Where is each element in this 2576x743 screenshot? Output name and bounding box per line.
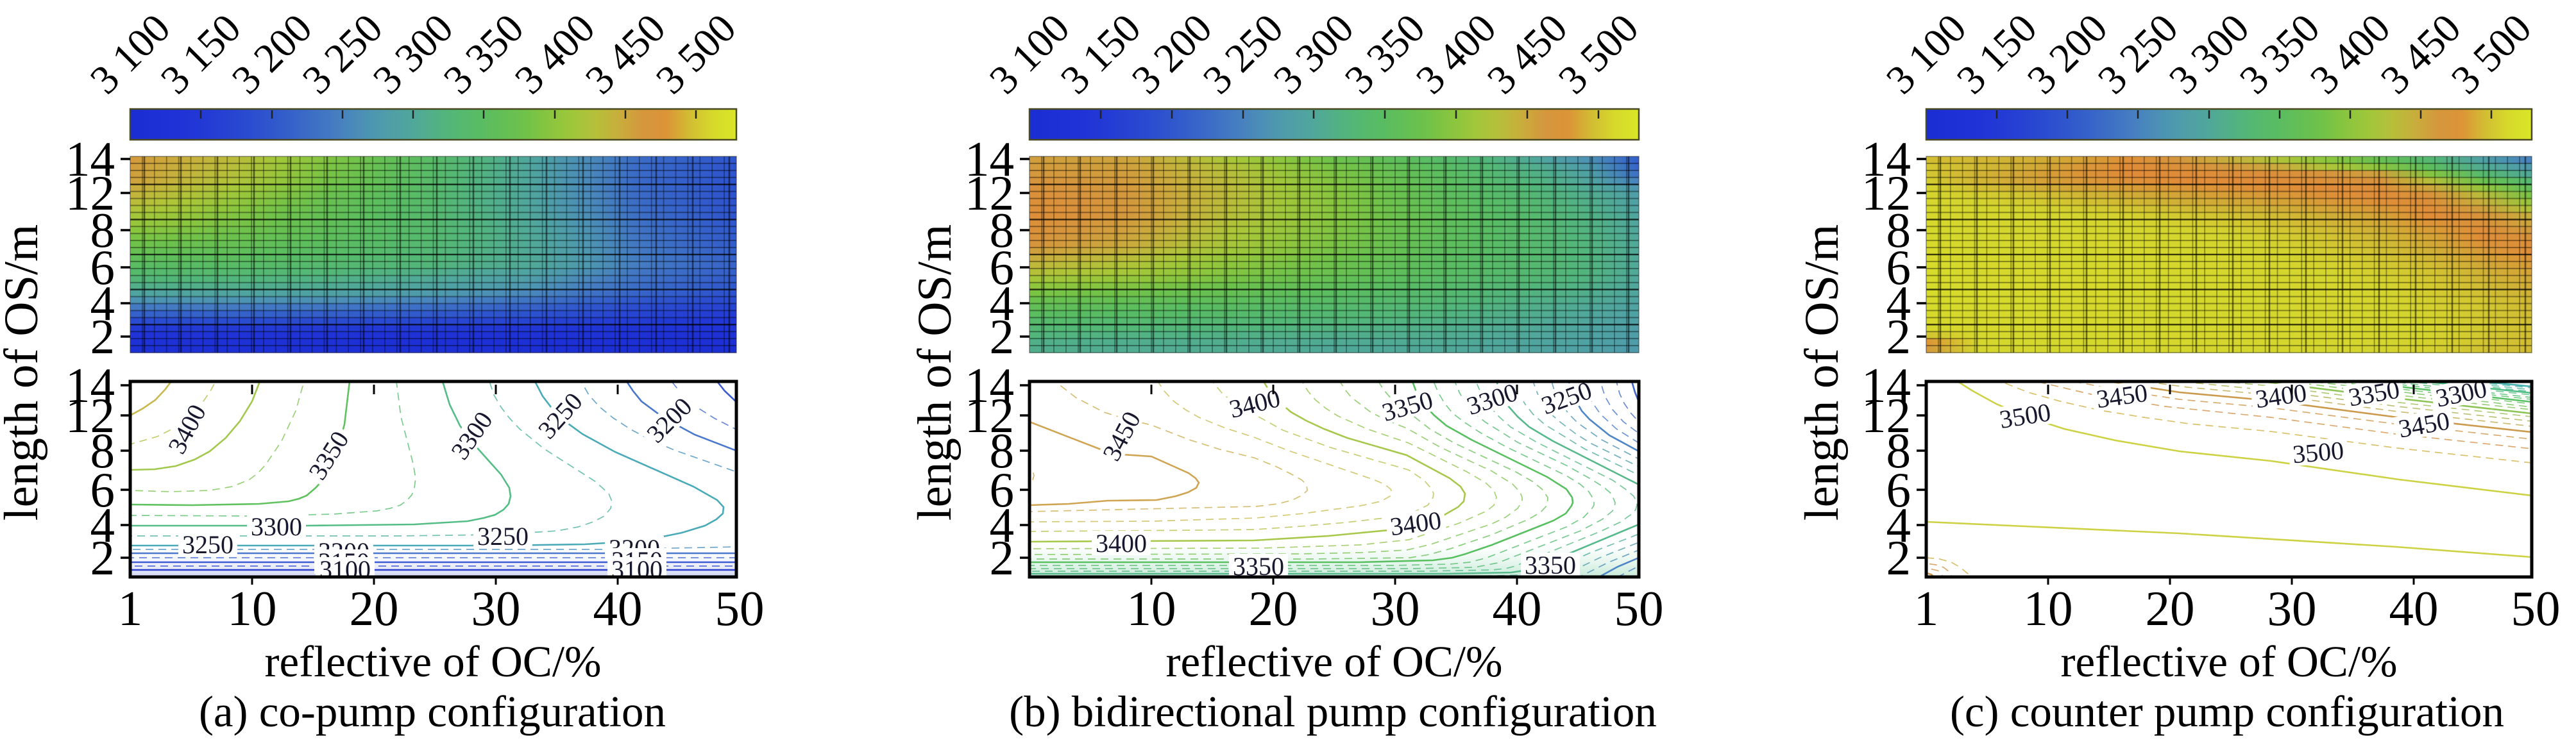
svg-text:30: 30: [1371, 581, 1420, 636]
svg-text:30: 30: [471, 581, 521, 636]
svg-text:6: 6: [1886, 462, 1911, 517]
svg-text:1: 1: [1914, 581, 1939, 636]
svg-text:8: 8: [1886, 423, 1911, 478]
svg-text:4: 4: [90, 497, 115, 553]
svg-text:3400: 3400: [2253, 378, 2308, 414]
svg-text:8: 8: [90, 203, 115, 258]
svg-text:3450: 3450: [2094, 378, 2149, 414]
svg-text:3250: 3250: [182, 530, 233, 559]
svg-text:3500: 3500: [2291, 436, 2345, 469]
svg-text:length of OS/m: length of OS/m: [908, 224, 962, 521]
svg-text:14: 14: [965, 358, 1014, 413]
svg-text:6: 6: [1886, 240, 1911, 295]
svg-text:4: 4: [1886, 276, 1911, 331]
svg-text:(c) counter pump configuration: (c) counter pump configuration: [1950, 687, 2504, 736]
svg-text:12: 12: [965, 388, 1014, 443]
svg-text:4: 4: [1886, 497, 1911, 553]
svg-text:2: 2: [90, 309, 115, 364]
svg-text:14: 14: [65, 131, 115, 187]
svg-text:20: 20: [1249, 581, 1298, 636]
svg-text:4: 4: [990, 276, 1015, 331]
svg-text:length of OS/m: length of OS/m: [1795, 224, 1849, 521]
svg-text:6: 6: [990, 462, 1015, 517]
svg-text:3100: 3100: [319, 555, 371, 584]
svg-text:8: 8: [990, 423, 1015, 478]
svg-text:8: 8: [990, 203, 1015, 258]
svg-text:3400: 3400: [1096, 529, 1147, 558]
svg-text:2: 2: [1886, 530, 1911, 585]
svg-text:40: 40: [2389, 581, 2439, 636]
svg-text:reflective of OC/%: reflective of OC/%: [265, 637, 602, 686]
svg-text:3100: 3100: [611, 555, 663, 584]
svg-text:40: 40: [1493, 581, 1542, 636]
svg-text:30: 30: [2267, 581, 2317, 636]
svg-text:2: 2: [1886, 309, 1911, 364]
svg-text:12: 12: [65, 165, 115, 221]
svg-text:10: 10: [2024, 581, 2073, 636]
svg-text:6: 6: [990, 240, 1015, 295]
svg-text:14: 14: [65, 358, 115, 413]
svg-text:14: 14: [965, 131, 1014, 187]
svg-text:reflective of OC/%: reflective of OC/%: [1166, 637, 1503, 686]
svg-text:14: 14: [1861, 358, 1911, 413]
svg-text:50: 50: [2511, 581, 2561, 636]
svg-text:2: 2: [990, 309, 1015, 364]
svg-text:20: 20: [350, 581, 399, 636]
svg-text:2: 2: [90, 530, 115, 585]
svg-text:50: 50: [715, 581, 765, 636]
svg-text:14: 14: [1861, 131, 1911, 187]
svg-text:3250: 3250: [477, 522, 529, 551]
svg-text:12: 12: [65, 388, 115, 443]
svg-text:6: 6: [90, 240, 115, 295]
svg-text:(a) co-pump configuration: (a) co-pump configuration: [199, 687, 666, 736]
svg-text:3300: 3300: [251, 512, 302, 541]
svg-text:20: 20: [2146, 581, 2195, 636]
svg-text:12: 12: [965, 165, 1014, 221]
svg-text:6: 6: [90, 462, 115, 517]
svg-text:1: 1: [118, 581, 143, 636]
svg-text:50: 50: [1614, 581, 1664, 636]
svg-text:8: 8: [90, 423, 115, 478]
svg-text:3400: 3400: [1388, 506, 1443, 542]
svg-text:reflective of OC/%: reflective of OC/%: [2061, 637, 2398, 686]
svg-text:(b) bidirectional pump configu: (b) bidirectional pump configuration: [1009, 687, 1657, 736]
svg-text:10: 10: [1127, 581, 1176, 636]
svg-text:8: 8: [1886, 203, 1911, 258]
svg-text:12: 12: [1861, 165, 1911, 221]
svg-text:2: 2: [990, 530, 1015, 585]
svg-text:10: 10: [228, 581, 277, 636]
svg-text:4: 4: [90, 276, 115, 331]
svg-text:4: 4: [990, 497, 1015, 553]
svg-text:3350: 3350: [1525, 551, 1576, 580]
svg-text:12: 12: [1861, 388, 1911, 443]
svg-text:length of OS/m: length of OS/m: [0, 224, 48, 521]
svg-text:40: 40: [593, 581, 643, 636]
